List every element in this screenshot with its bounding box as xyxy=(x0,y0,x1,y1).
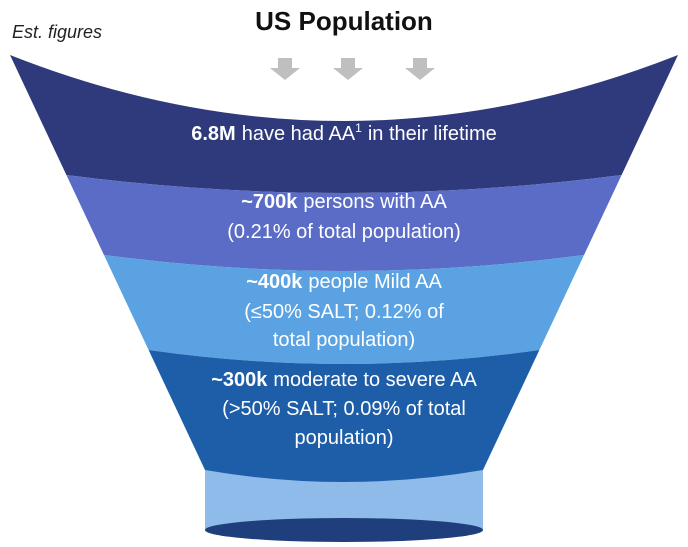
level-text: (0.21% of total population) xyxy=(227,221,461,243)
level-highlight: ~400k xyxy=(246,271,303,293)
level-line: (>50% SALT; 0.09% of total xyxy=(222,398,466,420)
arrow xyxy=(270,58,300,80)
note: Est. figures xyxy=(12,22,102,42)
level-text: (>50% SALT; 0.09% of total xyxy=(222,398,466,420)
level-text: ~300k moderate to severe AA xyxy=(211,369,477,391)
level-line: in their lifetime xyxy=(368,123,497,145)
level-text: ~700k persons with AA xyxy=(241,191,447,213)
level-text: population) xyxy=(295,427,394,449)
superscript: 1 xyxy=(355,121,362,135)
level-line: (≤50% SALT; 0.12% of xyxy=(244,301,444,323)
level-text: total population) xyxy=(273,329,415,351)
level-line: population) xyxy=(295,427,394,449)
stem-top xyxy=(205,470,483,482)
level-line: (0.21% of total population) xyxy=(227,221,461,243)
level-line: persons with AA xyxy=(303,191,447,213)
title: US Population xyxy=(255,6,433,36)
level-highlight: ~300k xyxy=(211,369,268,391)
level-highlight: 6.8M xyxy=(191,123,235,145)
funnel-band xyxy=(148,350,540,482)
funnel-band xyxy=(66,175,622,271)
arrow xyxy=(405,58,435,80)
funnel-band xyxy=(103,255,585,364)
funnel-band xyxy=(10,55,678,193)
level-line: moderate to severe AA xyxy=(273,369,477,391)
level-text: 6.8M have had AA1 in their lifetime xyxy=(191,121,497,145)
stem-bottom xyxy=(205,518,483,542)
level-line: have had AA xyxy=(242,123,356,145)
arrow xyxy=(333,58,363,80)
level-text: ~400k people Mild AA xyxy=(246,271,442,293)
level-line: total population) xyxy=(273,329,415,351)
level-text: (≤50% SALT; 0.12% of xyxy=(244,301,444,323)
level-highlight: ~700k xyxy=(241,191,298,213)
level-line: people Mild AA xyxy=(308,271,442,293)
